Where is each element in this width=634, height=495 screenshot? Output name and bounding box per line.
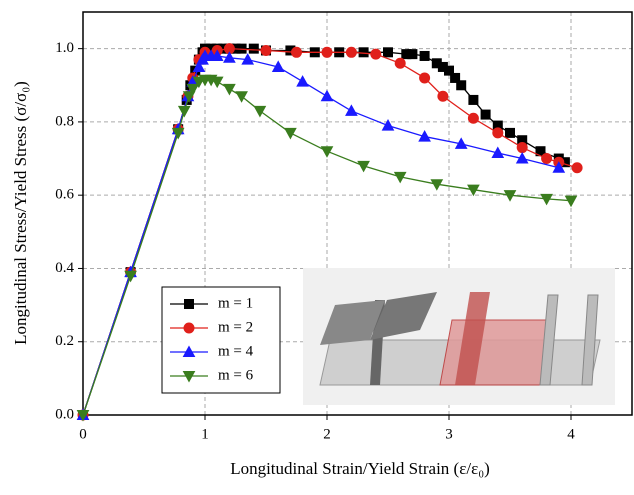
inset-stiffener <box>539 294 559 386</box>
marker <box>241 53 255 65</box>
marker <box>124 270 137 283</box>
marker <box>192 60 206 72</box>
y-tick-label: 0.0 <box>55 406 74 422</box>
marker <box>223 51 236 63</box>
inset-stiffener <box>370 292 437 340</box>
y-tick-label: 0.2 <box>55 333 74 349</box>
marker <box>381 119 395 131</box>
inset-stiffener <box>320 300 385 345</box>
marker <box>540 193 553 206</box>
marker <box>515 152 529 164</box>
marker <box>454 137 468 149</box>
marker <box>564 195 578 208</box>
x-axis-label: Longitudinal Strain/Yield Strain (ε/ε₀) <box>230 459 490 478</box>
marker <box>456 80 467 91</box>
marker <box>210 76 224 89</box>
marker <box>552 161 566 173</box>
legend-label: m = 6 <box>218 367 254 383</box>
marker <box>480 109 491 120</box>
series-layer <box>76 43 583 422</box>
marker <box>320 146 334 158</box>
x-tick-label: 4 <box>567 426 575 442</box>
marker <box>320 89 334 102</box>
x-tick-label: 0 <box>79 426 87 442</box>
marker <box>357 160 370 173</box>
y-tick-label: 1.0 <box>55 40 74 56</box>
marker <box>393 171 407 184</box>
marker <box>419 50 430 61</box>
x-tick-label: 1 <box>201 426 209 442</box>
marker <box>370 48 382 60</box>
marker <box>492 127 504 139</box>
inset-stiffener <box>455 292 490 385</box>
marker <box>571 162 583 174</box>
legend-box <box>161 286 281 394</box>
marker <box>182 371 196 383</box>
marker <box>345 104 358 116</box>
legend-label: m = 1 <box>218 295 253 311</box>
marker <box>260 44 272 56</box>
marker <box>183 322 195 334</box>
marker <box>345 46 357 58</box>
marker <box>394 57 406 69</box>
marker <box>450 72 461 83</box>
inset-stiffener <box>581 294 599 386</box>
plot-frame <box>82 11 633 416</box>
marker <box>76 410 90 422</box>
marker <box>248 43 259 54</box>
marker <box>253 105 267 118</box>
marker <box>468 94 479 105</box>
marker <box>541 153 553 165</box>
marker <box>383 47 393 58</box>
inset-figure <box>303 268 615 405</box>
legend-label: m = 4 <box>218 343 254 359</box>
marker <box>418 130 431 142</box>
marker <box>182 345 196 357</box>
series-line <box>82 79 572 416</box>
marker <box>182 91 196 103</box>
y-tick-label: 0.4 <box>55 260 74 276</box>
marker <box>235 91 248 103</box>
marker <box>358 47 369 58</box>
marker <box>271 60 285 72</box>
y-tick-label: 0.8 <box>55 113 74 129</box>
x-tick-label: 3 <box>445 426 453 442</box>
marker <box>184 299 194 309</box>
marker <box>437 90 449 102</box>
legend-label: m = 2 <box>218 319 253 335</box>
marker <box>444 65 454 76</box>
marker <box>210 49 224 61</box>
marker <box>430 179 444 191</box>
marker <box>177 105 191 118</box>
y-axis-label: Longitudinal Stress/Yield Stress (σ/σ₀) <box>11 81 30 345</box>
marker <box>467 184 480 197</box>
marker <box>171 127 185 140</box>
x-tick-label: 2 <box>323 426 331 442</box>
y-tick-label: 0.6 <box>55 187 74 203</box>
marker <box>284 127 297 140</box>
marker <box>505 127 515 138</box>
marker <box>291 46 302 58</box>
marker <box>516 142 528 154</box>
marker <box>407 49 418 60</box>
marker <box>491 146 505 159</box>
marker <box>467 112 479 124</box>
marker <box>186 83 200 96</box>
marker <box>503 190 517 202</box>
marker <box>223 83 236 96</box>
marker <box>296 75 309 87</box>
marker <box>419 72 431 84</box>
marker <box>321 46 333 58</box>
